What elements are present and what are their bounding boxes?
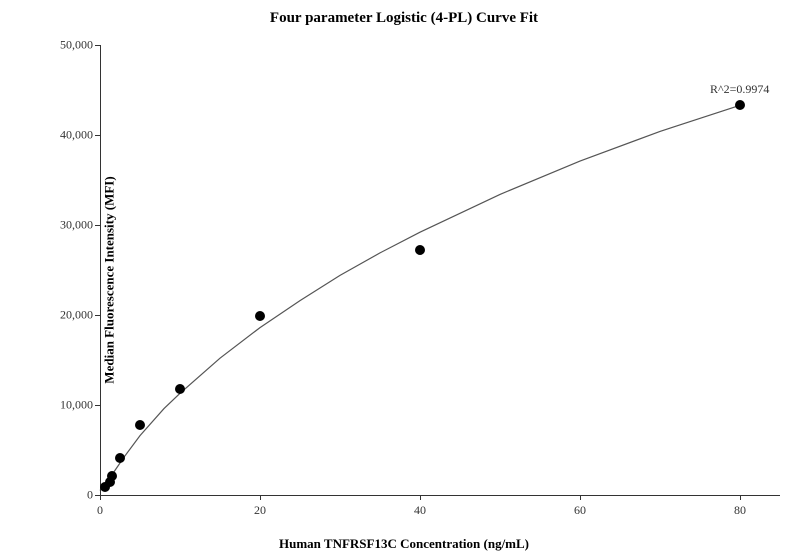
data-point — [107, 471, 117, 481]
x-tick-label: 20 — [254, 503, 266, 518]
chart-container: Four parameter Logistic (4-PL) Curve Fit… — [0, 0, 808, 560]
y-tick — [95, 225, 100, 226]
y-tick-label: 0 — [45, 488, 93, 503]
data-point — [415, 245, 425, 255]
plot-area — [100, 45, 780, 495]
y-tick-label: 10,000 — [45, 398, 93, 413]
y-tick — [95, 45, 100, 46]
data-point — [135, 420, 145, 430]
x-tick-label: 80 — [734, 503, 746, 518]
data-point — [115, 453, 125, 463]
x-tick — [260, 495, 261, 500]
data-point — [255, 311, 265, 321]
x-tick — [100, 495, 101, 500]
fit-curve — [100, 45, 780, 495]
y-tick — [95, 135, 100, 136]
chart-title: Four parameter Logistic (4-PL) Curve Fit — [0, 10, 808, 27]
x-tick-label: 60 — [574, 503, 586, 518]
y-tick — [95, 315, 100, 316]
y-tick-label: 40,000 — [45, 128, 93, 143]
data-point — [735, 100, 745, 110]
y-axis — [100, 45, 101, 495]
data-point — [175, 384, 185, 394]
y-tick-label: 20,000 — [45, 308, 93, 323]
x-axis-label: Human TNFRSF13C Concentration (ng/mL) — [0, 536, 808, 552]
fit-curve-path — [100, 105, 740, 490]
x-tick-label: 0 — [97, 503, 103, 518]
y-tick-label: 50,000 — [45, 38, 93, 53]
x-tick-label: 40 — [414, 503, 426, 518]
x-tick — [740, 495, 741, 500]
y-tick — [95, 405, 100, 406]
x-tick — [420, 495, 421, 500]
r-squared-annotation: R^2=0.9974 — [710, 82, 769, 97]
x-axis — [100, 495, 780, 496]
x-tick — [580, 495, 581, 500]
y-tick-label: 30,000 — [45, 218, 93, 233]
